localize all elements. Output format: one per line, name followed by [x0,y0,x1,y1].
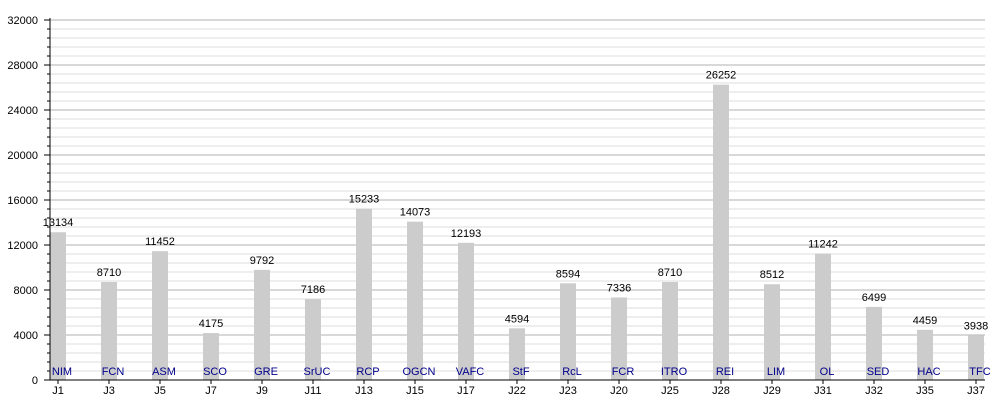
x-tick-label: J28 [712,385,730,397]
bar-value-label: 26252 [706,70,737,82]
bar-value-label: 3938 [964,321,988,333]
x-tick-label: J32 [865,385,883,397]
team-label: ASM [152,366,176,378]
bar-value-label: 8710 [97,267,121,279]
bar-value-label: 4175 [199,318,223,330]
x-tick-label: J31 [814,385,832,397]
bar-value-label: 7186 [301,284,325,296]
bar-value-label: 8594 [556,268,580,280]
bar [509,328,525,380]
bar-value-label: 8710 [658,267,682,279]
team-label: SED [867,366,890,378]
x-tick-label: J3 [103,385,115,397]
bar [815,253,831,380]
x-tick-label: J29 [763,385,781,397]
y-tick-label: 28000 [7,60,38,72]
y-tick-label: 20000 [7,150,38,162]
team-label: TFC [969,366,990,378]
bar [50,232,66,380]
bar [611,297,627,380]
team-label: OGCN [403,366,436,378]
bar [764,284,780,380]
team-label: StF [512,366,529,378]
team-label: REI [716,366,734,378]
y-tick-label: 8000 [14,285,38,297]
y-tick-label: 12000 [7,240,38,252]
y-tick-label: 16000 [7,195,38,207]
team-label: FCN [102,366,125,378]
x-tick-label: J7 [205,385,217,397]
team-label: NIM [52,366,72,378]
bar [407,221,423,380]
bar [254,269,270,380]
x-tick-label: J25 [661,385,679,397]
labels: 0 4000 8000 12000 16000 20000 24000 28000 32000 1… [7,15,990,397]
x-tick-label: J20 [610,385,628,397]
bar [203,333,219,380]
bar-value-label: 15233 [349,194,380,206]
team-label: RCP [356,366,379,378]
x-tick-label: J9 [256,385,268,397]
bar [101,282,117,380]
team-label: ITRO [661,366,688,378]
grid-lines [50,19,985,372]
x-tick-label: J1 [52,385,64,397]
bar [917,329,933,380]
y-tick-label: 24000 [7,105,38,117]
bars [50,84,984,380]
team-label: SCO [203,366,227,378]
x-tick-label: J37 [967,385,985,397]
team-label: OL [820,366,835,378]
bar-value-label: 4594 [505,313,529,325]
x-tick-label: J13 [355,385,373,397]
bar [713,84,729,380]
team-label: LIM [767,366,785,378]
x-tick-label: J15 [406,385,424,397]
bar-value-label: 9792 [250,255,274,267]
y-tick-label: 32000 [7,15,38,27]
y-tick-label: 4000 [14,330,38,342]
bar-value-label: 11242 [808,239,838,251]
bar-value-label: 12193 [451,228,482,240]
axes [44,18,985,384]
bar [560,283,576,380]
bar-value-label: 11452 [145,236,175,248]
bar [152,251,168,380]
bar [458,242,474,380]
x-tick-label: J22 [508,385,526,397]
bar-value-label: 7336 [607,282,631,294]
team-label: VAFC [456,366,485,378]
x-tick-label: J23 [559,385,577,397]
bar [662,282,678,380]
bar-value-label: 14073 [400,207,431,219]
x-tick-label: J35 [916,385,934,397]
x-tick-label: J5 [154,385,166,397]
bar-value-label: 8512 [760,269,784,281]
team-label: GRE [254,366,278,378]
bar [356,208,372,380]
x-tick-label: J11 [305,385,322,397]
y-tick-label: 0 [32,375,38,387]
team-label: SrUC [304,366,331,378]
bar-value-label: 6499 [862,292,886,304]
team-label: FCR [612,366,635,378]
bar-value-label: 4459 [913,315,937,327]
team-label: HAC [917,366,940,378]
bar [968,335,984,380]
team-label: RcL [562,366,582,378]
bar-value-label: 13134 [43,217,74,229]
bar [866,306,882,380]
x-tick-label: J17 [457,385,475,397]
bar [305,299,321,380]
